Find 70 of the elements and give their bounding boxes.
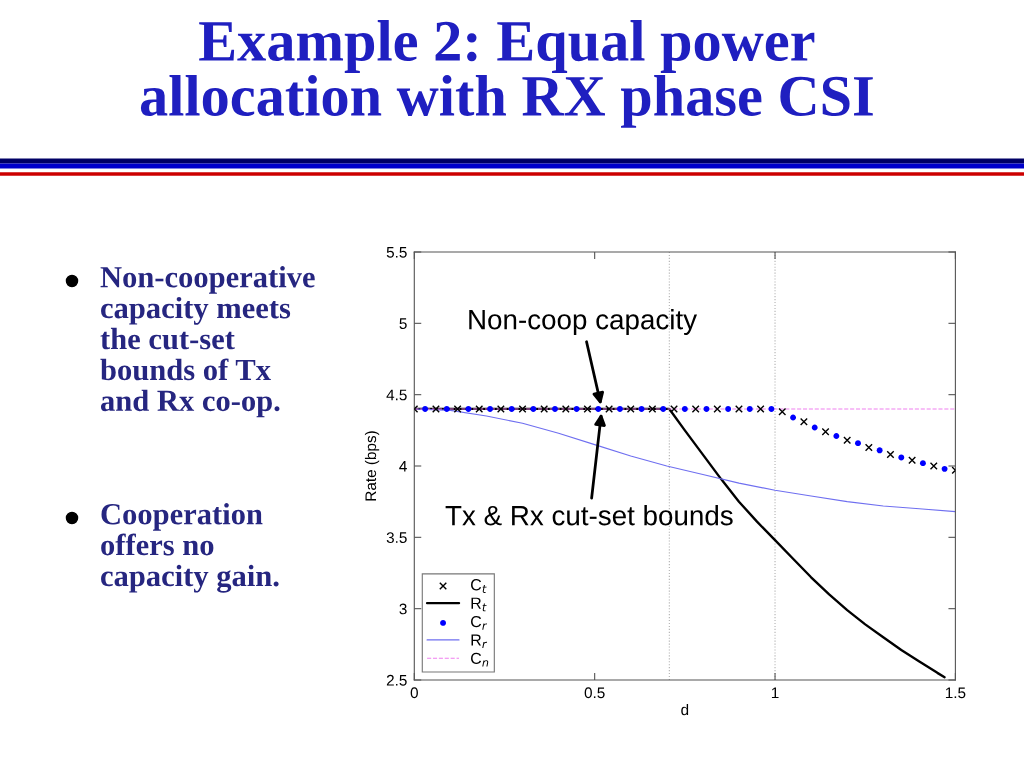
annotation: Non-coop capacity [469, 309, 698, 335]
point [487, 405, 493, 412]
x-tick-label: 0 [410, 687, 418, 699]
point [465, 405, 472, 412]
point [908, 456, 917, 465]
point [508, 405, 515, 412]
point [670, 404, 678, 413]
point [703, 405, 710, 412]
legend-label: C$_{t}$ [471, 579, 487, 593]
point [746, 405, 753, 412]
text: Cooperation offers no capacity gain. [101, 503, 279, 593]
point [540, 404, 549, 413]
point [583, 404, 592, 413]
point [496, 404, 505, 413]
point [864, 443, 873, 452]
legend-label: C$_{r}$ [471, 615, 488, 630]
point [843, 436, 852, 445]
point [422, 405, 429, 412]
point [790, 414, 797, 421]
x-axis-title: d [681, 703, 689, 716]
text: Non-cooperative capacity meets the cut-set bounds of Tx and Rx co-op. [100, 266, 315, 418]
legend-label: R$_{t}$ [471, 597, 487, 612]
point [756, 404, 765, 413]
point [713, 404, 722, 413]
y-tick-label: 5.5 [386, 247, 407, 258]
point [886, 450, 895, 459]
point [573, 405, 580, 412]
chart-title: Example 2: Equal power allocation with RX phase CSI [140, 20, 873, 128]
legend-label: R$_{r}$ [471, 634, 488, 649]
point [443, 405, 450, 412]
x-tick-label: 1.5 [945, 687, 966, 699]
point [941, 465, 948, 472]
point [778, 407, 787, 416]
point [799, 417, 808, 426]
point [605, 404, 614, 413]
point [561, 404, 570, 413]
point [876, 447, 883, 454]
point [929, 462, 938, 470]
point [431, 404, 440, 413]
annotation: Tx & Rx cut-set bounds [445, 505, 733, 526]
point [691, 404, 700, 413]
point [725, 405, 732, 412]
y-tick-label: 4 [399, 461, 407, 472]
point [616, 405, 623, 412]
point [530, 405, 537, 412]
y-tick-label: 3 [399, 603, 407, 615]
point [768, 405, 775, 412]
point [735, 404, 743, 413]
y-tick-label: 5 [399, 318, 407, 330]
point [475, 404, 484, 413]
point [626, 404, 635, 413]
x-tick-label: 0.5 [584, 687, 605, 699]
point [821, 427, 830, 436]
point [638, 405, 645, 412]
point [453, 404, 462, 413]
point [681, 405, 688, 412]
point [518, 404, 527, 413]
point [552, 405, 558, 412]
point [595, 405, 602, 412]
y-tick-label: 4.5 [386, 389, 407, 401]
y-tick-label: 3.5 [386, 532, 407, 544]
legend-label: C$_{n}$ [471, 652, 489, 667]
point [855, 440, 861, 447]
point [833, 433, 840, 439]
point [648, 404, 657, 413]
point [660, 405, 667, 412]
x-tick-label: 1 [771, 687, 779, 699]
y-tick-label: 2.5 [386, 674, 407, 686]
y-axis-title: Rate (bps) [364, 431, 380, 501]
point [919, 460, 926, 467]
